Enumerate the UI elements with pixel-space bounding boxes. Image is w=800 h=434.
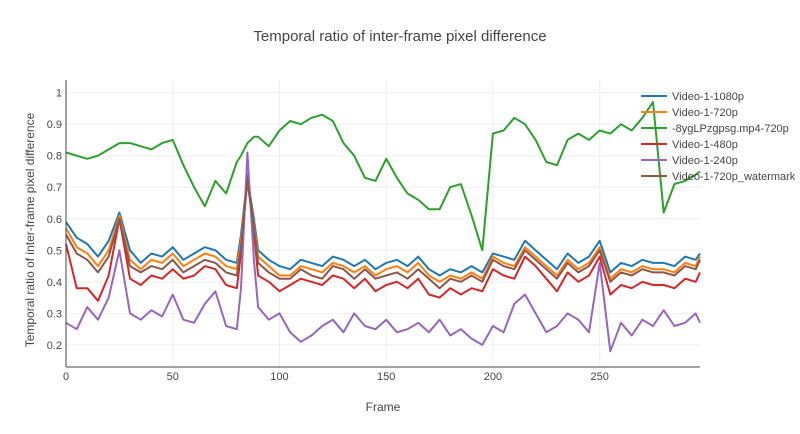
y-tick-label: 0.6	[47, 214, 62, 226]
y-tick-labels: 0.2 0.3 0.4 0.5 0.6 0.7 0.8 0.9 1	[47, 88, 62, 352]
x-tick-labels: 0 50 100 150 200 250	[63, 371, 609, 383]
x-tick-label: 50	[167, 371, 179, 383]
grid	[66, 80, 700, 367]
axes	[65, 80, 700, 368]
y-tick-label: 0.5	[47, 245, 62, 257]
x-tick-label: 200	[484, 371, 502, 383]
y-tick-label: 0.8	[47, 151, 62, 163]
chart-title: Temporal ratio of inter-frame pixel diff…	[253, 28, 546, 45]
legend-entry-label: Video-1-1080p	[672, 91, 744, 103]
x-tick-label: 100	[270, 371, 288, 383]
y-tick-label: 0.2	[47, 340, 62, 352]
x-tick-label: 150	[377, 371, 395, 383]
legend-entry-label: Video-1-720p	[672, 107, 738, 119]
series-lines	[65, 101, 701, 353]
x-axis-title: Frame	[366, 400, 401, 414]
x-tick-label: 0	[63, 371, 69, 383]
legend-entry-label: Video-1-240p	[672, 155, 738, 167]
y-tick-label: 1	[56, 88, 62, 100]
series-line-5	[65, 179, 701, 290]
legend-entry-label: Video-1-720p_watermark	[672, 171, 796, 183]
series-line-0	[65, 176, 701, 277]
series-line-2	[65, 101, 701, 252]
x-tick-label: 250	[590, 371, 608, 383]
legend: Video-1-1080p Video-1-720p -8ygLPzgpsg.mp4…	[641, 91, 796, 183]
y-tick-label: 0.7	[47, 182, 62, 194]
series-line-1	[65, 179, 701, 283]
y-tick-label: 0.3	[47, 308, 62, 320]
y-tick-label: 0.9	[47, 119, 62, 131]
legend-entry-label: Video-1-480p	[672, 139, 738, 151]
series-line-4	[65, 151, 701, 353]
series-line-3	[65, 173, 701, 302]
legend-entry-label: -8ygLPzgpsg.mp4-720p	[672, 123, 789, 135]
y-axis-title: Temporal ratio of inter-frame pixel diff…	[23, 112, 37, 347]
y-tick-label: 0.4	[47, 277, 62, 289]
